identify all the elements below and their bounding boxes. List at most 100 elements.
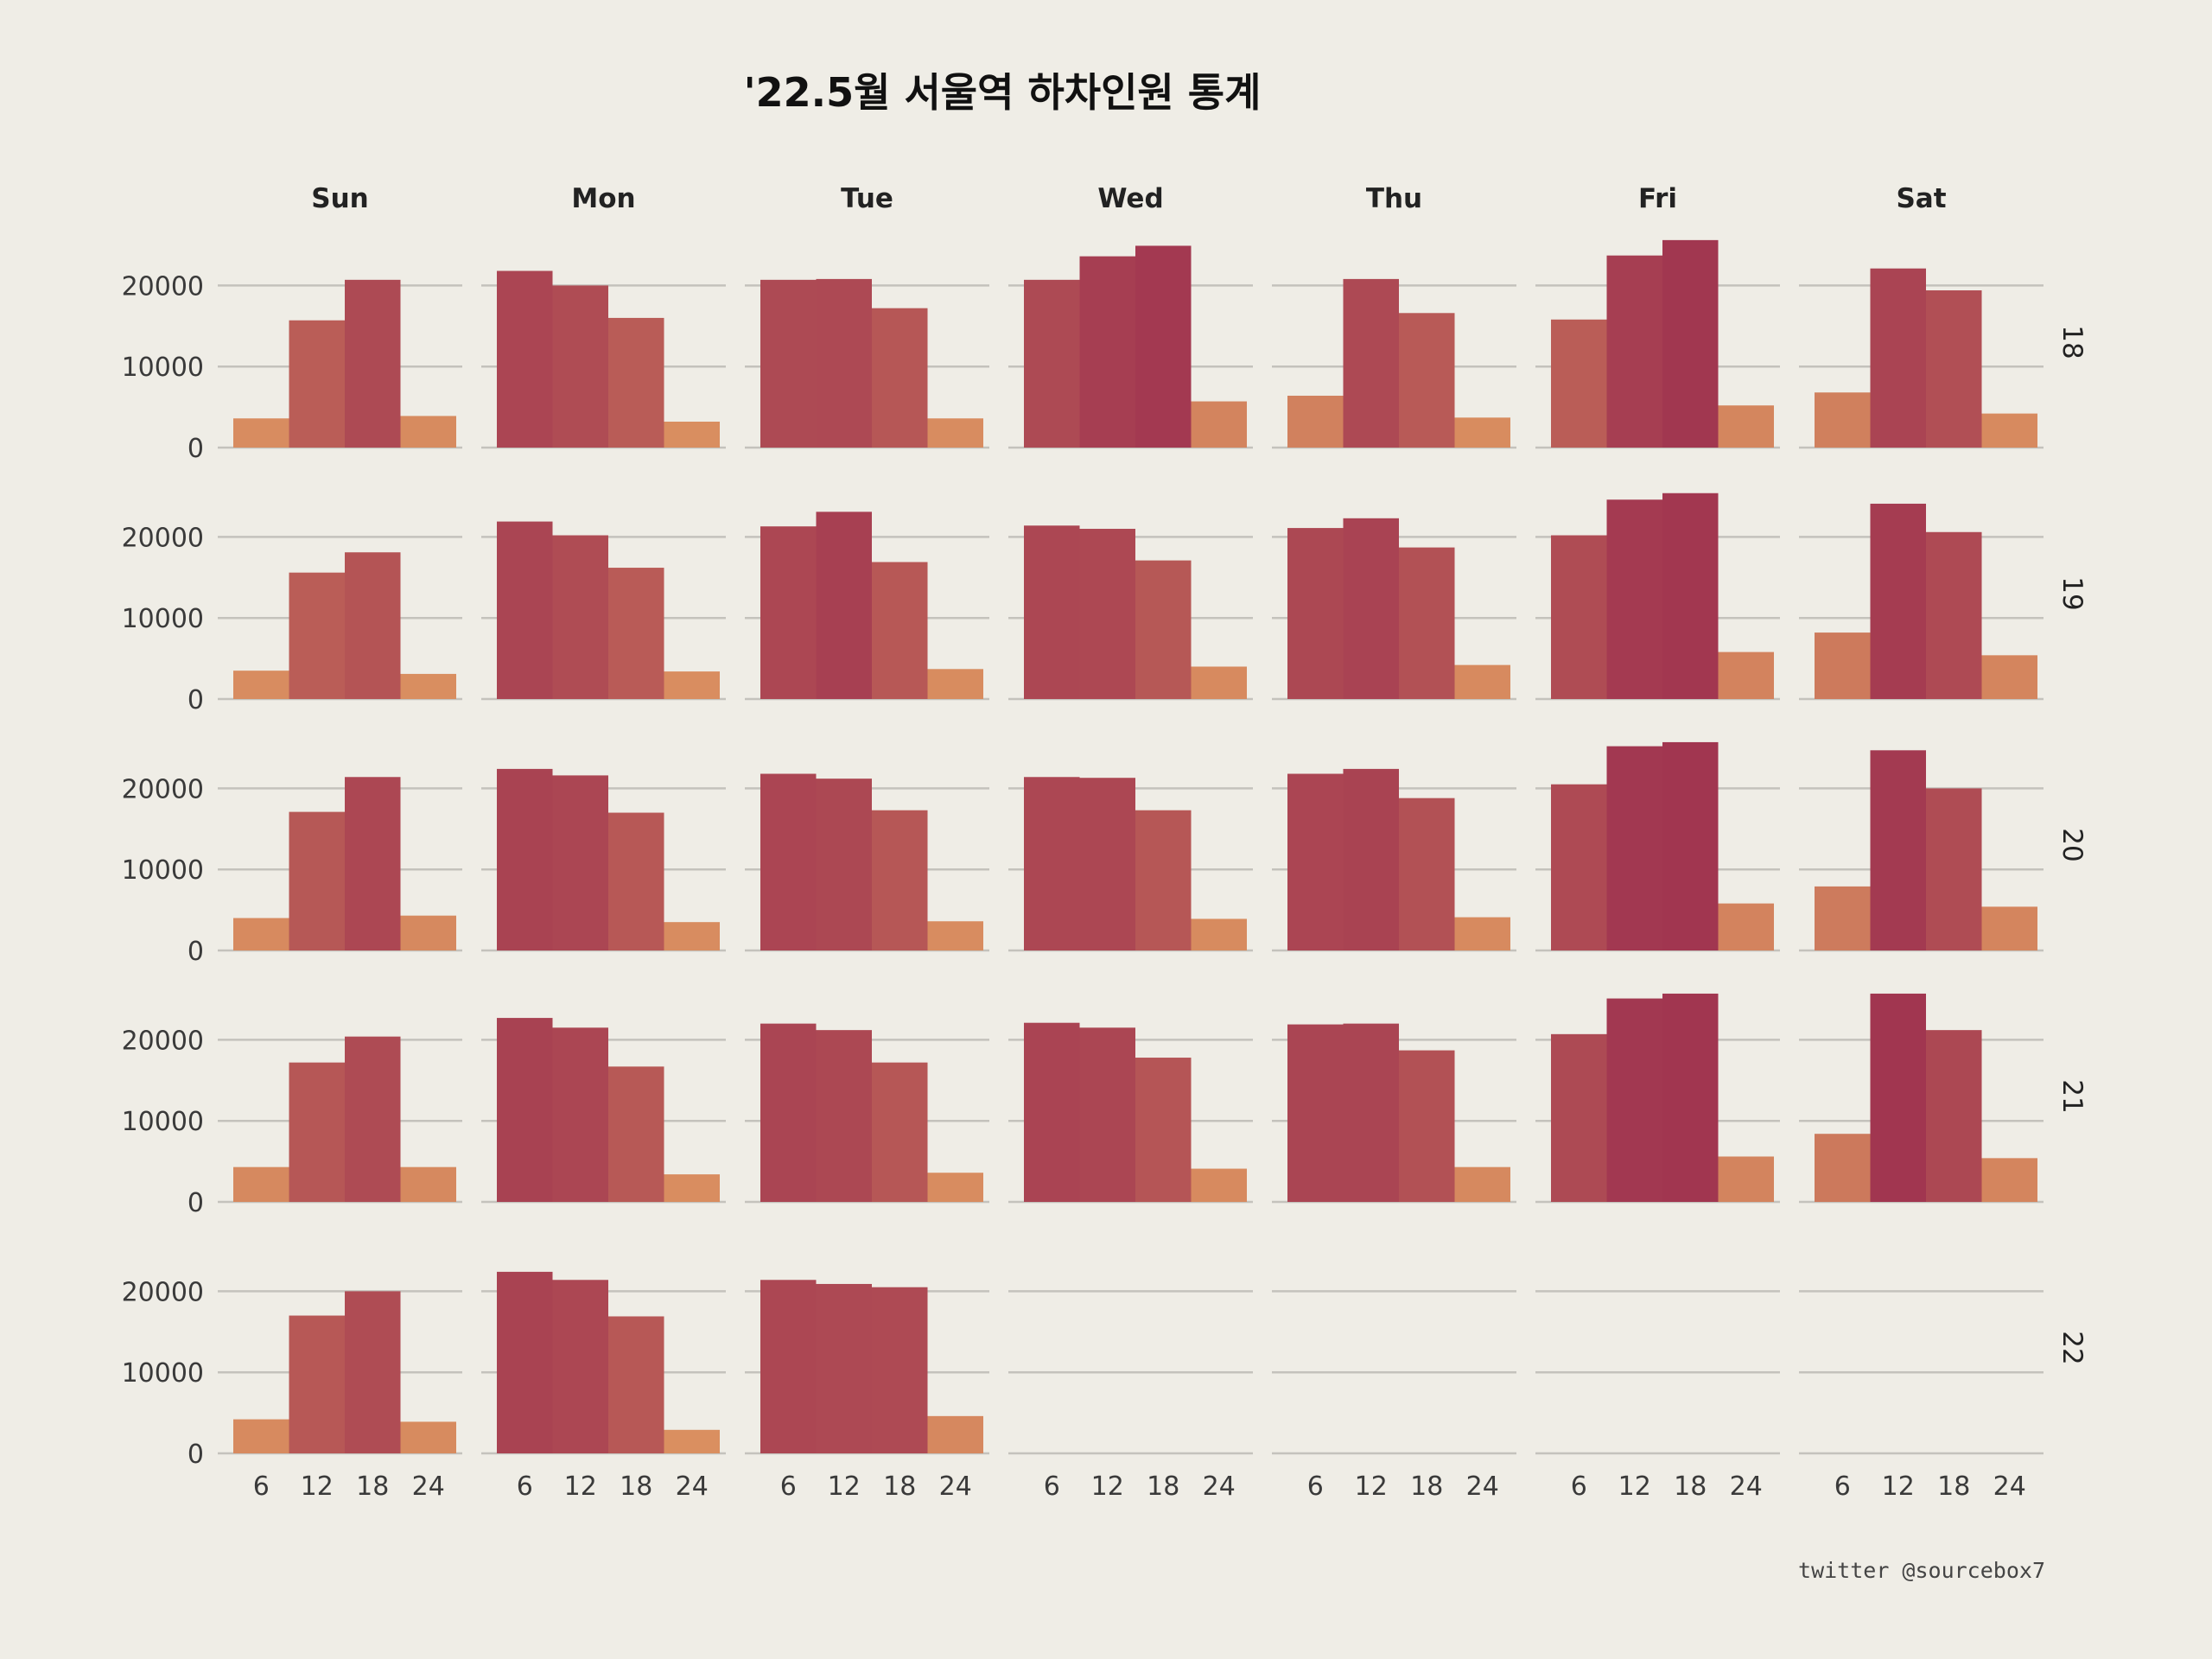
bar-18-sat-6 bbox=[1815, 392, 1871, 448]
bar-19-wed-12 bbox=[1079, 529, 1135, 699]
bar-18-sat-18 bbox=[1926, 290, 1982, 448]
bar-20-sun-12 bbox=[289, 811, 345, 950]
bar-18-fri-18 bbox=[1662, 239, 1719, 448]
bar-22-mon-6 bbox=[497, 1271, 553, 1453]
bar-18-tue-18 bbox=[872, 308, 928, 448]
bar-21-fri-24 bbox=[1718, 1156, 1774, 1202]
bar-19-mon-18 bbox=[608, 568, 664, 699]
column-label-sun: Sun bbox=[311, 183, 368, 214]
x-tick-label: 12 bbox=[1618, 1471, 1651, 1502]
bar-20-sun-18 bbox=[345, 777, 401, 950]
x-tick-label: 24 bbox=[939, 1471, 972, 1502]
bar-20-thu-6 bbox=[1287, 773, 1344, 950]
bar-19-mon-6 bbox=[497, 521, 553, 699]
y-tick-label: 10000 bbox=[122, 1358, 204, 1389]
bar-18-thu-6 bbox=[1287, 395, 1344, 448]
bar-19-thu-18 bbox=[1399, 547, 1455, 699]
x-tick-label: 6 bbox=[517, 1471, 533, 1502]
bar-19-wed-24 bbox=[1191, 666, 1247, 699]
bar-21-thu-18 bbox=[1399, 1050, 1455, 1202]
panel-grid: Sun Mon Tue Wed Thu Fri Sat1801000020000190100… bbox=[122, 183, 2088, 1502]
bar-19-tue-18 bbox=[872, 562, 928, 699]
x-tick-label: 18 bbox=[1410, 1471, 1443, 1502]
bar-22-tue-24 bbox=[927, 1415, 983, 1453]
bar-19-tue-12 bbox=[816, 512, 872, 699]
bar-19-tue-24 bbox=[927, 669, 983, 699]
bar-19-thu-6 bbox=[1287, 528, 1344, 699]
column-label-wed: Wed bbox=[1097, 183, 1163, 214]
bar-21-tue-18 bbox=[872, 1062, 928, 1202]
bar-18-sun-6 bbox=[233, 418, 289, 448]
bar-21-mon-6 bbox=[497, 1018, 553, 1202]
bar-18-sat-12 bbox=[1870, 268, 1926, 448]
bar-20-thu-24 bbox=[1454, 917, 1510, 950]
y-tick-label: 0 bbox=[188, 937, 204, 967]
x-tick-label: 24 bbox=[676, 1471, 709, 1502]
bar-19-fri-18 bbox=[1662, 493, 1719, 699]
bar-18-wed-12 bbox=[1079, 256, 1135, 448]
y-tick-label: 10000 bbox=[122, 604, 204, 634]
x-tick-label: 18 bbox=[883, 1471, 916, 1502]
column-label-mon: Mon bbox=[571, 183, 635, 214]
column-label-tue: Tue bbox=[841, 183, 893, 214]
bar-20-fri-24 bbox=[1718, 903, 1774, 950]
bar-22-mon-12 bbox=[552, 1280, 608, 1453]
bar-21-fri-6 bbox=[1551, 1033, 1607, 1202]
bar-22-sun-18 bbox=[345, 1291, 401, 1453]
bar-20-sat-18 bbox=[1926, 788, 1982, 950]
y-tick-label: 20000 bbox=[122, 1026, 204, 1056]
bar-18-thu-12 bbox=[1343, 278, 1399, 448]
x-tick-label: 24 bbox=[1203, 1471, 1236, 1502]
bar-22-tue-12 bbox=[816, 1283, 872, 1453]
x-tick-label: 24 bbox=[1466, 1471, 1499, 1502]
x-tick-label: 18 bbox=[1937, 1471, 1970, 1502]
bar-20-tue-18 bbox=[872, 810, 928, 950]
bar-20-wed-12 bbox=[1079, 778, 1135, 950]
bar-22-sun-6 bbox=[233, 1419, 289, 1453]
bar-20-mon-18 bbox=[608, 812, 664, 950]
bar-21-sun-6 bbox=[233, 1166, 289, 1202]
bar-19-wed-6 bbox=[1024, 525, 1080, 699]
bar-18-sun-12 bbox=[289, 320, 345, 448]
bar-19-fri-24 bbox=[1718, 652, 1774, 699]
bar-20-tue-24 bbox=[927, 921, 983, 950]
x-tick-label: 6 bbox=[253, 1471, 270, 1502]
bar-18-tue-12 bbox=[816, 278, 872, 448]
bar-20-sat-6 bbox=[1815, 886, 1871, 950]
y-tick-label: 10000 bbox=[122, 855, 204, 886]
bar-21-tue-24 bbox=[927, 1173, 983, 1202]
bar-18-mon-18 bbox=[608, 317, 664, 448]
bar-18-tue-6 bbox=[760, 279, 817, 448]
y-tick-label: 20000 bbox=[122, 523, 204, 553]
bar-20-thu-12 bbox=[1343, 768, 1399, 950]
bar-22-sun-12 bbox=[289, 1315, 345, 1453]
bar-21-mon-24 bbox=[664, 1174, 720, 1202]
bar-20-tue-12 bbox=[816, 779, 872, 950]
y-tick-label: 10000 bbox=[122, 1107, 204, 1137]
bar-20-tue-6 bbox=[760, 773, 817, 950]
row-label-19: 19 bbox=[2056, 576, 2088, 610]
column-label-fri: Fri bbox=[1638, 183, 1677, 214]
x-tick-label: 6 bbox=[1571, 1471, 1587, 1502]
bar-21-thu-24 bbox=[1454, 1166, 1510, 1202]
bar-19-mon-12 bbox=[552, 535, 608, 699]
bar-19-tue-6 bbox=[760, 526, 817, 699]
bar-19-fri-6 bbox=[1551, 535, 1607, 699]
x-tick-label: 24 bbox=[1993, 1471, 2026, 1502]
bar-21-thu-12 bbox=[1343, 1023, 1399, 1202]
column-label-sat: Sat bbox=[1896, 183, 1946, 214]
bar-19-sun-18 bbox=[345, 552, 401, 699]
bar-20-fri-12 bbox=[1606, 746, 1662, 950]
bar-20-wed-18 bbox=[1135, 810, 1192, 950]
row-label-22: 22 bbox=[2056, 1331, 2088, 1364]
bar-22-tue-6 bbox=[760, 1280, 817, 1453]
bar-18-mon-12 bbox=[552, 285, 608, 448]
bar-21-wed-6 bbox=[1024, 1022, 1080, 1202]
bar-21-wed-24 bbox=[1191, 1168, 1247, 1202]
bar-21-sat-24 bbox=[1981, 1158, 2037, 1202]
x-tick-label: 24 bbox=[1730, 1471, 1763, 1502]
credit-text: twitter @sourcebox7 bbox=[1798, 1558, 2045, 1583]
y-tick-label: 20000 bbox=[122, 774, 204, 804]
bar-20-wed-6 bbox=[1024, 777, 1080, 950]
bar-18-wed-6 bbox=[1024, 279, 1080, 448]
